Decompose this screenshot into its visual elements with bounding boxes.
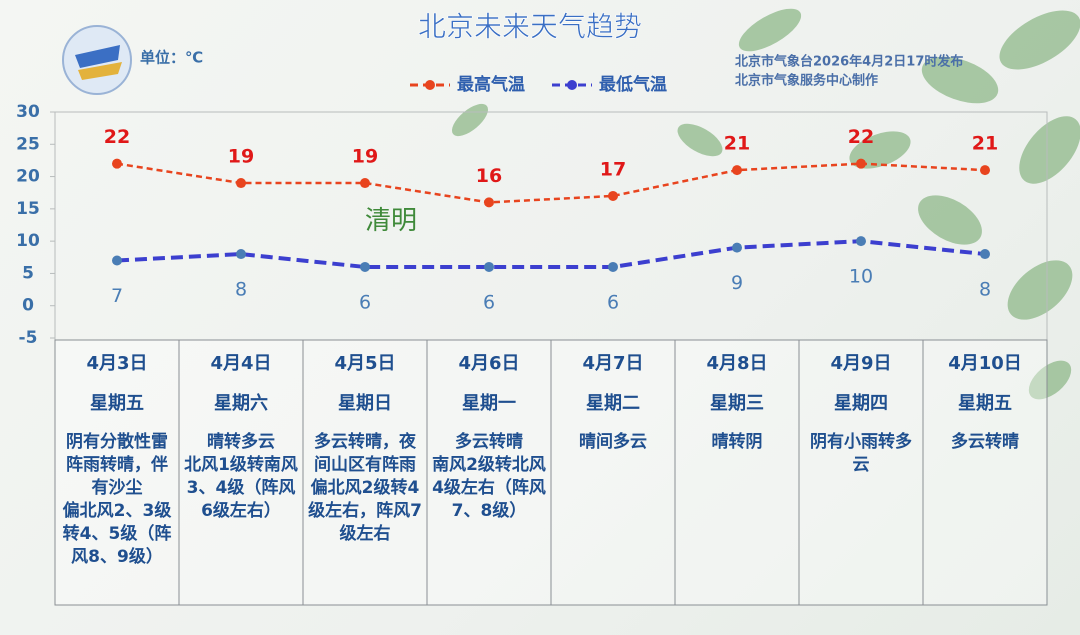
weather-text: 偏北风2、3级转4、5级（阵风8、9级） xyxy=(62,501,172,567)
legend-dot xyxy=(425,80,435,90)
x-tick-label: 4月9日 xyxy=(830,353,892,374)
data-point xyxy=(236,249,246,260)
forecast-cell: 4月8日星期三晴转阴 xyxy=(675,352,799,454)
data-point xyxy=(980,249,990,260)
legend-label: 最低气温 xyxy=(599,74,667,95)
data-label: 6 xyxy=(483,291,495,313)
weekday: 星期五 xyxy=(958,393,1012,414)
x-tick-label: 4月3日 xyxy=(86,353,148,374)
data-point xyxy=(856,158,866,169)
y-tick-label: 25 xyxy=(16,134,40,154)
data-label: 19 xyxy=(228,146,254,168)
source-line: 北京市气象服务中心制作 xyxy=(735,73,878,89)
series-line xyxy=(116,239,986,269)
data-point xyxy=(360,261,370,272)
data-label: 17 xyxy=(600,158,626,180)
data-label: 21 xyxy=(724,133,750,155)
y-tick-label: 15 xyxy=(16,199,40,219)
y-tick-label: 5 xyxy=(22,263,34,283)
weather-text: 多云转晴 xyxy=(455,432,523,452)
forecast-cell: 4月4日星期六晴转多云北风1级转南风3、4级（阵风6级左右） xyxy=(179,352,303,523)
data-label: 16 xyxy=(476,165,502,187)
y-tick-label: 30 xyxy=(16,102,40,122)
weather-text: 晴转多云 xyxy=(207,432,275,452)
data-point xyxy=(112,255,122,266)
forecast-cell: 4月5日星期日多云转晴，夜间山区有阵雨 偏北风2级转4级左右，阵风7级左右 xyxy=(303,352,427,546)
weather-text: 北风1级转南风3、4级（阵风6级左右） xyxy=(184,455,298,521)
weekday: 星期四 xyxy=(834,393,888,414)
forecast-cell: 4月7日星期二晴间多云 xyxy=(551,352,675,454)
data-point xyxy=(732,242,742,253)
x-tick-label: 4月7日 xyxy=(582,353,644,374)
y-tick-label: 10 xyxy=(16,231,40,251)
y-tick-label: 0 xyxy=(22,296,34,316)
data-point xyxy=(360,178,370,189)
x-tick-label: 4月4日 xyxy=(210,353,272,374)
legend-label: 最高气温 xyxy=(457,74,525,95)
data-label: 22 xyxy=(848,126,874,148)
legend-dot xyxy=(567,80,577,90)
x-tick-label: 4月10日 xyxy=(948,353,1022,374)
weather-text: 多云转晴，夜间山区有阵雨 xyxy=(314,432,416,475)
data-label: 6 xyxy=(359,291,371,313)
data-label: 10 xyxy=(849,266,873,288)
annotation: 清明 xyxy=(365,206,417,236)
unit-label: 单位：℃ xyxy=(140,49,203,67)
y-tick-label: -5 xyxy=(19,328,38,348)
series-line xyxy=(116,162,986,204)
data-point xyxy=(856,236,866,247)
weekday: 星期三 xyxy=(710,393,764,414)
data-label: 22 xyxy=(104,126,130,148)
forecast-cell: 4月10日星期五多云转晴 xyxy=(923,352,1047,454)
forecast-cell: 4月6日星期一多云转晴南风2级转北风4级左右（阵风7、8级） xyxy=(427,352,551,523)
data-label: 9 xyxy=(731,272,743,294)
data-label: 6 xyxy=(607,291,619,313)
data-label: 19 xyxy=(352,146,378,168)
weather-text: 阴有分散性雷阵雨转晴，伴有沙尘 xyxy=(66,432,168,498)
data-point xyxy=(112,158,122,169)
forecast-cell: 4月9日星期四阴有小雨转多云 xyxy=(799,352,923,477)
weather-text: 多云转晴 xyxy=(951,432,1019,452)
data-point xyxy=(236,178,246,189)
data-point xyxy=(608,261,618,272)
weekday: 星期五 xyxy=(90,393,144,414)
source-line: 北京市气象台2026年4月2日17时发布 xyxy=(735,54,963,70)
weekday: 星期日 xyxy=(338,393,392,414)
weekday: 星期一 xyxy=(462,393,516,414)
weather-text: 偏北风2级转4级左右，阵风7级左右 xyxy=(308,478,422,544)
x-tick-label: 4月8日 xyxy=(706,353,768,374)
weekday: 星期二 xyxy=(586,393,640,414)
data-point xyxy=(484,261,494,272)
data-label: 21 xyxy=(972,133,998,155)
weather-text: 晴间多云 xyxy=(579,432,647,452)
data-label: 8 xyxy=(979,279,991,301)
weather-text: 阴有小雨转多云 xyxy=(810,432,912,475)
data-point xyxy=(732,165,742,176)
data-label: 7 xyxy=(111,285,123,307)
forecast-cell: 4月3日星期五阴有分散性雷阵雨转晴，伴有沙尘 偏北风2、3级转4、5级（阵风8、9… xyxy=(55,352,179,569)
logo xyxy=(62,25,132,95)
x-tick-label: 4月6日 xyxy=(458,353,520,374)
weather-text: 晴转阴 xyxy=(711,432,763,452)
weekday: 星期六 xyxy=(214,393,268,414)
data-point xyxy=(484,197,494,208)
data-point xyxy=(980,165,990,176)
chart-title: 北京未来天气趋势 xyxy=(418,10,642,43)
weather-text: 南风2级转北风4级左右（阵风7、8级） xyxy=(432,455,546,521)
x-tick-label: 4月5日 xyxy=(334,353,396,374)
y-tick-label: 20 xyxy=(16,167,40,187)
data-point xyxy=(608,190,618,201)
data-label: 8 xyxy=(235,279,247,301)
